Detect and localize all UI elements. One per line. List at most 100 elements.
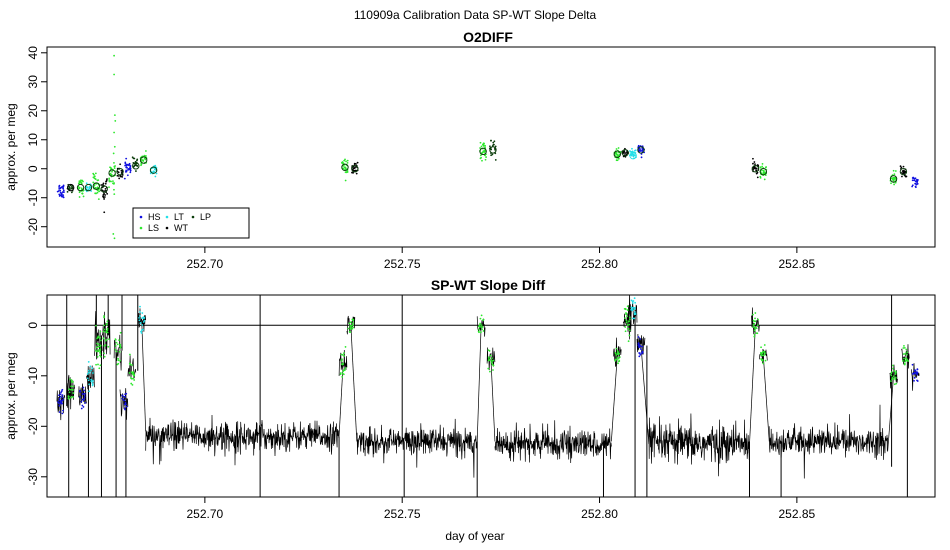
cal-point — [94, 349, 97, 352]
data-point — [121, 175, 124, 178]
cal-point — [482, 330, 485, 332]
cal-point — [641, 352, 643, 355]
cal-point — [84, 392, 86, 395]
cal-point — [614, 358, 617, 361]
cal-point — [904, 352, 907, 355]
cal-point — [116, 363, 119, 366]
data-point — [355, 163, 357, 165]
data-point — [615, 148, 618, 150]
cal-point — [616, 358, 618, 361]
data-point — [912, 177, 915, 180]
cal-point — [79, 390, 81, 393]
cal-point — [634, 301, 637, 304]
cal-point — [479, 322, 482, 325]
cal-point — [625, 319, 628, 322]
data-point — [143, 154, 146, 157]
data-point — [617, 151, 620, 154]
data-point — [62, 196, 65, 199]
cal-point — [88, 383, 91, 386]
data-point — [340, 161, 343, 164]
data-point — [78, 180, 81, 183]
cal-point — [87, 369, 90, 372]
cal-point — [84, 401, 87, 404]
cal-point — [638, 343, 640, 346]
cal-point — [96, 337, 98, 340]
cal-point — [115, 341, 118, 344]
top-y-tick-label: 0 — [26, 165, 40, 172]
cal-point — [70, 396, 73, 399]
cal-point — [894, 373, 897, 376]
outlier-point — [113, 54, 115, 57]
data-point — [61, 191, 64, 193]
data-point — [94, 187, 97, 189]
cal-point — [341, 358, 343, 361]
data-point — [103, 198, 105, 200]
data-point — [618, 153, 621, 156]
cal-point — [614, 351, 617, 354]
data-point — [616, 155, 619, 157]
top-y-tick-label: -10 — [26, 189, 40, 207]
cal-point — [616, 350, 619, 352]
data-point — [494, 159, 497, 161]
data-point — [125, 157, 128, 160]
cal-point — [340, 353, 343, 356]
cal-point — [617, 353, 620, 355]
cal-point — [753, 333, 756, 336]
cal-point — [97, 345, 100, 348]
cal-point — [115, 350, 118, 353]
cal-point — [615, 347, 618, 350]
cal-point — [72, 385, 75, 388]
cal-point — [107, 345, 110, 348]
x-axis-title: day of year — [445, 529, 504, 543]
outlier-point — [112, 233, 115, 235]
cal-point — [340, 359, 343, 362]
data-point — [356, 161, 359, 164]
cal-point — [481, 326, 484, 328]
cal-point — [343, 352, 345, 355]
top-axes: 252.70 252.75 252.80 252.85 -20 -10 0 10 20 30 40 — [26, 46, 816, 271]
cal-point — [82, 386, 85, 389]
bottom-axes: 252.70 252.75 252.80 252.85 -30 -20 -10 0 — [26, 322, 816, 521]
cal-point — [480, 324, 483, 326]
cal-point — [351, 322, 354, 325]
data-point — [125, 163, 128, 166]
data-point — [60, 195, 63, 198]
cal-point — [626, 315, 628, 318]
cal-point — [70, 385, 73, 388]
data-point — [493, 140, 496, 143]
mean-marker — [759, 167, 768, 176]
legend-label-lp: LP — [200, 212, 211, 222]
legend-label-ls: LS — [148, 223, 159, 233]
data-point — [764, 166, 767, 169]
mean-marker — [108, 169, 116, 177]
cal-point — [99, 351, 101, 353]
data-point — [80, 179, 82, 182]
legend-marker-lp — [191, 215, 195, 219]
cal-point — [615, 354, 618, 356]
cal-point — [72, 392, 75, 394]
cal-point — [916, 379, 918, 382]
cal-point — [103, 316, 105, 319]
cal-point — [119, 346, 122, 348]
cal-point — [119, 331, 122, 334]
legend-label-hs: HS — [148, 212, 161, 222]
cal-point — [108, 338, 110, 341]
cal-point — [480, 314, 483, 317]
data-point — [759, 175, 762, 178]
cal-point — [903, 362, 906, 365]
data-point — [102, 193, 105, 196]
data-point — [125, 170, 128, 173]
data-point — [754, 163, 756, 166]
cal-point — [118, 350, 121, 353]
mean-marker — [613, 150, 621, 158]
cal-point — [632, 317, 634, 320]
cal-point — [633, 306, 635, 309]
data-point — [98, 190, 100, 193]
cal-point — [628, 323, 631, 326]
cal-point — [99, 364, 102, 367]
cal-point — [80, 407, 83, 410]
cal-point — [128, 372, 131, 374]
data-point — [88, 186, 91, 189]
cal-point — [641, 345, 644, 348]
mean-marker — [899, 167, 908, 176]
